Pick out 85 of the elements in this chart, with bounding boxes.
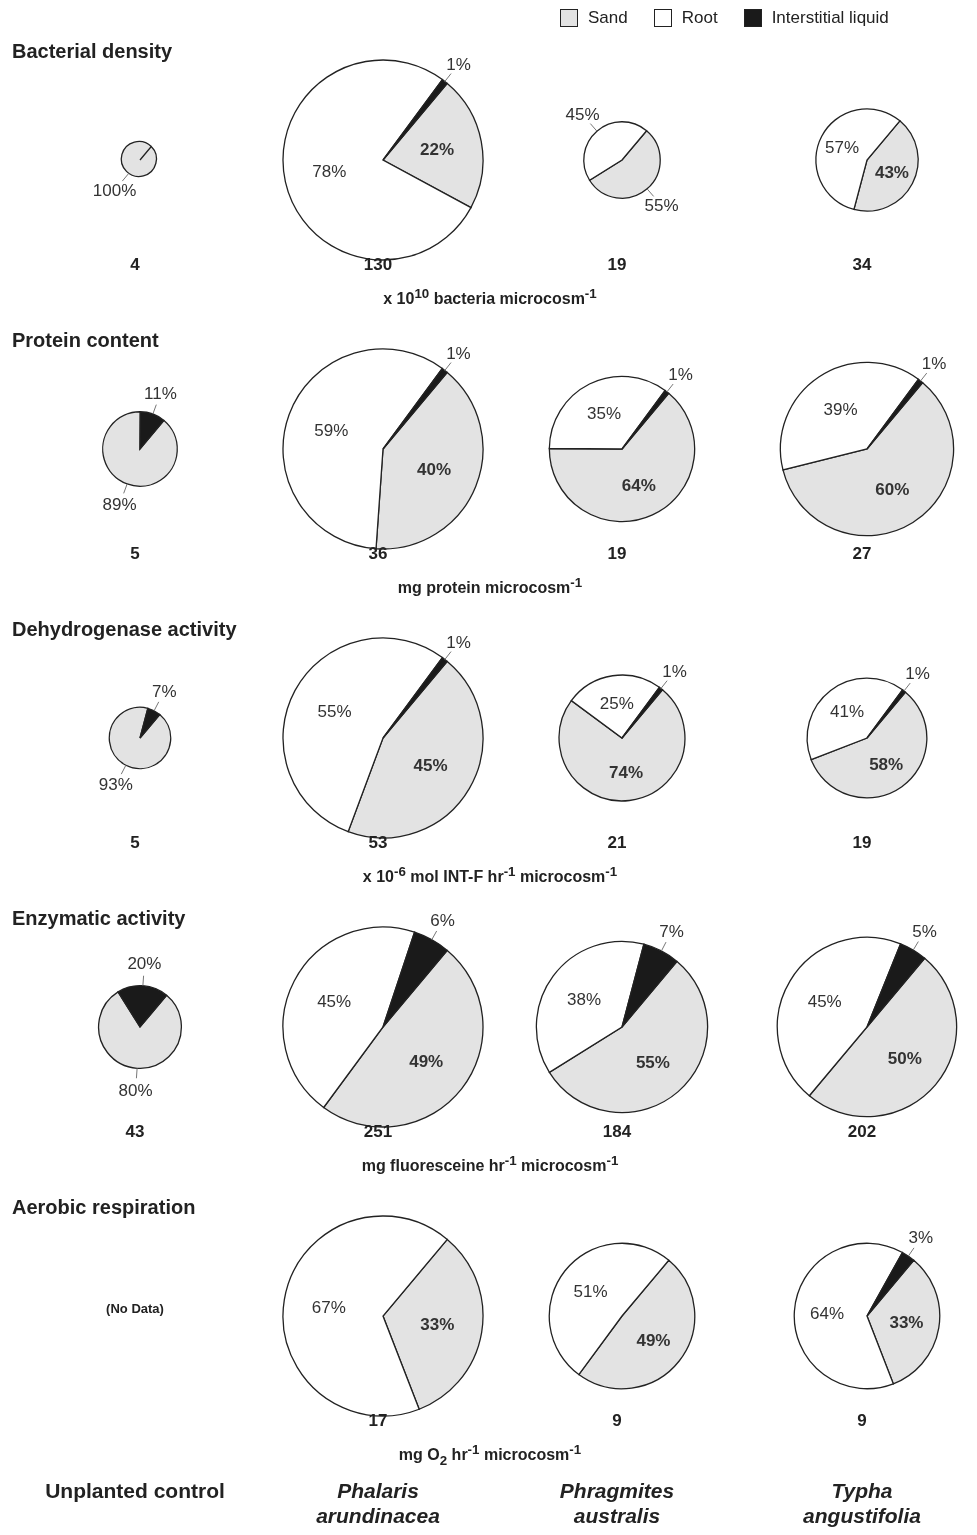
data-label: 89%: [102, 495, 137, 515]
text: x 10$^{10}$ bacteria microcosm$^{-1}$: [382, 286, 598, 309]
data-label: 45%: [317, 992, 352, 1012]
data-label: 5%: [912, 921, 937, 941]
data-label: 50%: [887, 1049, 922, 1069]
data-label: 74%: [609, 762, 644, 782]
data-label: 20%: [127, 954, 162, 974]
text: 5: [129, 544, 141, 564]
data-label: 33%: [420, 1315, 455, 1335]
data-label: 33%: [889, 1313, 924, 1333]
data-label: 100%: [92, 180, 137, 200]
chart-title: Dehydrogenase activity: [12, 618, 237, 641]
text: 19: [851, 833, 873, 853]
data-label: 93%: [98, 775, 133, 795]
data-label: 3%: [908, 1228, 934, 1248]
data-label: 1%: [446, 632, 471, 652]
text: Phragmites australis: [558, 1478, 676, 1528]
data-label: 1%: [921, 354, 947, 374]
data-label: 6%: [430, 911, 455, 930]
text: Typha angustifolia: [802, 1478, 922, 1528]
text: Aerobic respiration: [12, 1196, 196, 1219]
data-label: 1%: [668, 365, 693, 385]
data-label: 1%: [446, 54, 471, 74]
data-label: 51%: [573, 1281, 608, 1301]
data-label: 78%: [312, 162, 347, 182]
text: Unplanted control: [45, 1478, 225, 1503]
data-label: 45%: [413, 756, 448, 776]
data-label: 45%: [807, 992, 842, 1012]
data-label: 7%: [659, 921, 684, 941]
data-label: 49%: [636, 1331, 671, 1351]
text: 17: [367, 1411, 389, 1431]
text: 21: [606, 833, 628, 853]
data-label: 55%: [317, 702, 352, 722]
text: 130: [362, 255, 394, 275]
legend-label: Interstitial liquid: [771, 8, 889, 28]
data-label: 64%: [810, 1303, 845, 1323]
text: 5: [129, 833, 141, 853]
legend-label: Root: [681, 8, 718, 28]
data-label: 1%: [662, 661, 687, 681]
data-label: 40%: [416, 460, 452, 480]
data-label: 39%: [823, 399, 858, 419]
text: 36: [367, 544, 389, 564]
text: 9: [611, 1411, 623, 1431]
data-label: 57%: [825, 137, 860, 157]
chart-title: Enzymatic activity: [12, 907, 186, 930]
text: 19: [606, 544, 628, 564]
text: 27: [851, 544, 873, 564]
data-label: 1%: [905, 664, 930, 684]
data-label: 55%: [644, 195, 679, 215]
chart-title: Protein content: [12, 329, 159, 352]
text: mg protein microcosm$^{-1}$: [396, 575, 584, 598]
text: 4: [129, 255, 141, 275]
data-label: 59%: [314, 420, 349, 440]
text: 19: [606, 255, 628, 275]
text: 251: [362, 1122, 394, 1142]
text: (No Data): [105, 1301, 165, 1316]
data-label: 35%: [587, 403, 622, 423]
chart-title: Bacterial density: [12, 40, 173, 63]
data-label: 64%: [621, 475, 656, 495]
text: mg fluoresceine hr$^{-1}$ microcosm$^{-1}$: [360, 1153, 620, 1176]
text: Phalaris arundinacea: [315, 1478, 441, 1528]
data-label: 41%: [829, 702, 865, 722]
data-label: 55%: [635, 1053, 670, 1073]
data-label: 60%: [875, 479, 910, 499]
text: x 10$^{-6}$ mol INT-F hr$^{-1}$ microcosm$^{-1}$: [361, 864, 619, 887]
data-label: 1%: [446, 343, 471, 363]
data-label: 49%: [409, 1051, 444, 1071]
text: 53: [367, 833, 389, 853]
data-label: 25%: [599, 694, 634, 714]
data-label: 7%: [151, 681, 177, 701]
text: 202: [846, 1122, 878, 1142]
text: 9: [856, 1411, 868, 1431]
text: mg O$_{2}$ hr$^{-1}$ microcosm$^{-1}$: [397, 1442, 583, 1468]
data-label: 58%: [869, 755, 904, 775]
legend-label: Sand: [588, 8, 628, 28]
data-label: 45%: [565, 105, 600, 125]
data-label: 67%: [311, 1297, 346, 1317]
text: 34: [851, 255, 873, 275]
data-label: 11%: [144, 383, 177, 403]
text: 43: [124, 1122, 146, 1142]
data-label: 80%: [118, 1080, 153, 1100]
text: 184: [601, 1122, 633, 1142]
data-label: 43%: [874, 163, 909, 183]
data-label: 22%: [420, 140, 455, 160]
data-label: 38%: [567, 989, 602, 1009]
